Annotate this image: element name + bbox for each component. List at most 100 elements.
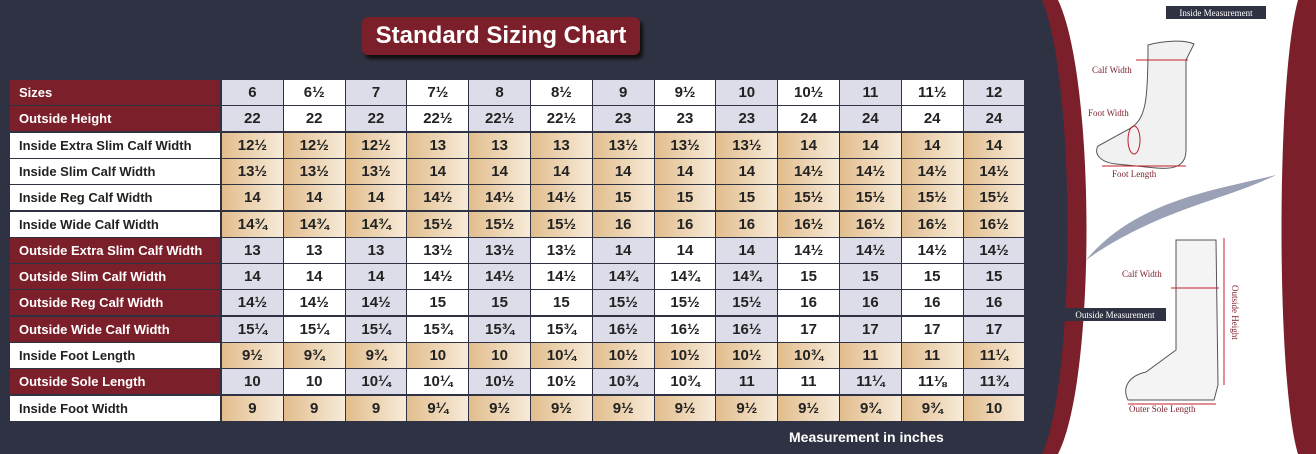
size-cell: 17 [840,316,901,342]
size-cell: 15½ [407,211,469,237]
size-cell: 12½ [222,132,283,158]
size-cell: 14½ [531,185,592,211]
diagram: Inside Measurement Calf Width Foot Width… [1036,0,1316,454]
size-cell: 14¾ [283,211,345,237]
size-cell: 8 [469,80,530,105]
size-cell: 13½ [654,132,716,158]
size-cell: 15¾ [531,316,592,342]
size-cell: 10¾ [778,343,839,368]
size-cell: 13 [345,237,407,263]
size-cell: 9½ [716,395,778,421]
size-cell: 11¼ [963,343,1025,368]
size-cell: 13 [531,132,592,158]
size-cell: 14 [531,158,592,184]
size-cell: 16½ [963,211,1025,237]
row-label: Inside Foot Width [10,395,220,421]
size-cell: 16½ [778,211,839,237]
size-cell: 14½ [901,237,963,263]
diagram-label: Outer Sole Length [1129,404,1196,414]
size-cell: 14½ [407,185,469,211]
size-cell: 9½ [469,395,530,421]
size-cell: 13½ [592,132,654,158]
size-cell: 15½ [963,185,1025,211]
size-cell: 10 [469,343,530,368]
size-cell: 9½ [592,395,654,421]
size-cell: 16½ [716,316,778,342]
size-cell: 14 [901,132,963,158]
diagram-label: Calf Width [1092,65,1132,75]
size-cell: 15½ [716,290,778,316]
size-cell: 10¼ [345,369,407,395]
size-cell: 9 [222,395,283,421]
size-cell: 24 [901,106,963,132]
size-cell: 14 [716,158,778,184]
inside-badge [1166,6,1266,19]
size-cell: 6 [222,80,283,105]
size-cell: 16½ [840,211,901,237]
size-cell: 15 [654,185,716,211]
size-cell: 15 [469,290,530,316]
size-cell: 9 [592,80,654,105]
size-cell: 10½ [531,369,592,395]
size-cell: 14 [840,132,901,158]
size-cell: 14 [469,158,530,184]
size-cell: 14 [407,158,469,184]
size-cell: 10 [716,80,778,105]
size-cell: 17 [963,316,1025,342]
size-cell: 23 [592,106,654,132]
size-cell: 15¼ [345,316,407,342]
size-cell: 12½ [345,132,407,158]
row-label: Inside Extra Slim Calf Width [10,132,220,158]
size-cell: 14 [654,237,716,263]
size-cell: 14 [345,185,407,211]
row-label: Inside Reg Calf Width [10,185,220,211]
size-cell: 14½ [778,237,839,263]
size-cell: 13½ [716,132,778,158]
size-cell: 11 [716,369,778,395]
size-cell: 9¾ [345,343,407,368]
size-cell: 16½ [592,316,654,342]
size-cell: 10¾ [592,369,654,395]
size-cell: 16 [778,290,839,316]
size-cell: 6½ [283,80,345,105]
size-cell: 11¾ [963,369,1025,395]
boot-shape [1125,239,1219,401]
size-cell: 23 [716,106,778,132]
size-cell: 9½ [778,395,839,421]
size-cell: 14½ [963,237,1025,263]
size-cell: 22 [222,106,283,132]
size-cell: 24 [963,106,1025,132]
size-cell: 15½ [592,290,654,316]
size-cell: 14 [654,158,716,184]
size-cell: 10½ [469,369,530,395]
size-cell: 9¾ [901,395,963,421]
row-label: Outside Sole Length [10,369,220,395]
size-cell: 14½ [901,158,963,184]
size-cell: 9½ [531,395,592,421]
size-cell: 15 [592,185,654,211]
size-cell: 15½ [654,290,716,316]
size-cell: 9½ [654,395,716,421]
footnote: Measurement in inches [789,429,944,445]
row-label: Inside Slim Calf Width [10,158,220,184]
size-cell: 13½ [469,237,530,263]
size-cell: 15 [778,264,839,290]
size-cell: 14 [345,264,407,290]
size-cell: 13½ [283,158,345,184]
size-cell: 11½ [901,80,963,105]
size-cell: 10¼ [407,369,469,395]
size-cell: 9 [345,395,407,421]
size-cell: 13 [283,237,345,263]
size-cell: 14½ [469,264,530,290]
size-cell: 15 [963,264,1025,290]
size-cell: 14½ [407,264,469,290]
size-cell: 11 [778,369,839,395]
size-cell: 14 [778,132,839,158]
size-cell: 22½ [407,106,469,132]
size-cell: 9½ [222,343,283,368]
size-cell: 22½ [531,106,592,132]
size-cell: 24 [840,106,901,132]
size-cell: 13½ [531,237,592,263]
size-cell: 14 [222,185,283,211]
size-cell: 16½ [901,211,963,237]
